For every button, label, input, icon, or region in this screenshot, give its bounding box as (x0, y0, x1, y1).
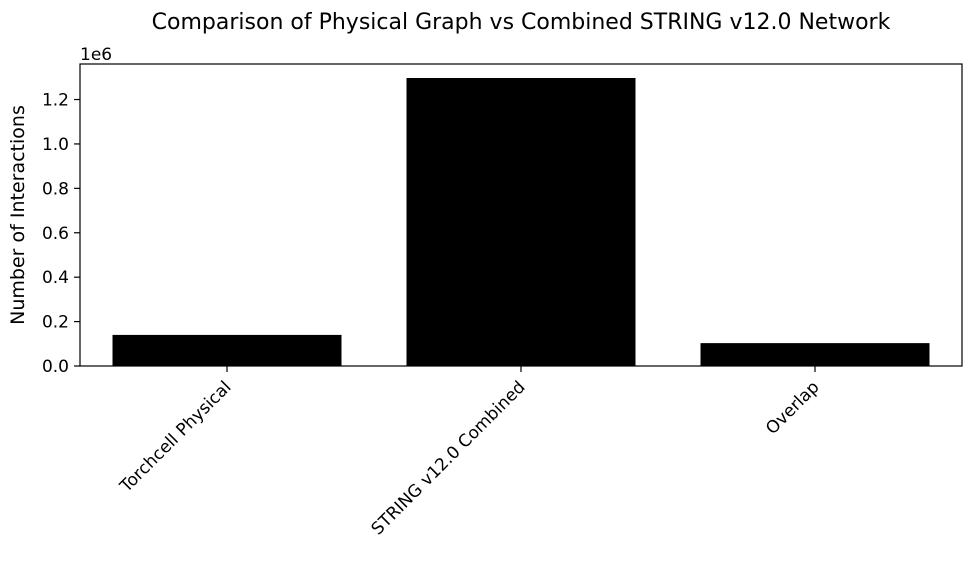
x-tick-label: Overlap (762, 377, 823, 438)
bar (112, 334, 342, 366)
bar (406, 77, 636, 366)
y-tick-label: 0.2 (42, 313, 69, 333)
x-tick-label: STRING v12.0 Combined (368, 377, 530, 539)
y-tick-label: 0.8 (42, 179, 69, 199)
plot-frame (79, 63, 963, 367)
bar (700, 343, 930, 366)
y-tick-label: 1.2 (42, 91, 69, 111)
y-axis-scale-offset: 1e6 (80, 45, 112, 65)
x-tick-label: Torchcell Physical (116, 377, 236, 497)
chart-title: Comparison of Physical Graph vs Combined… (152, 10, 891, 35)
y-axis-label: Number of Interactions (7, 105, 29, 325)
plot-area: Torchcell Physical STRING v12.0 Combined O… (42, 77, 930, 539)
y-tick-label: 0.4 (42, 268, 69, 288)
y-tick-label: 0.6 (42, 224, 69, 244)
y-tick-label: 1.0 (42, 135, 69, 155)
y-tick-label: 0.0 (42, 357, 69, 377)
